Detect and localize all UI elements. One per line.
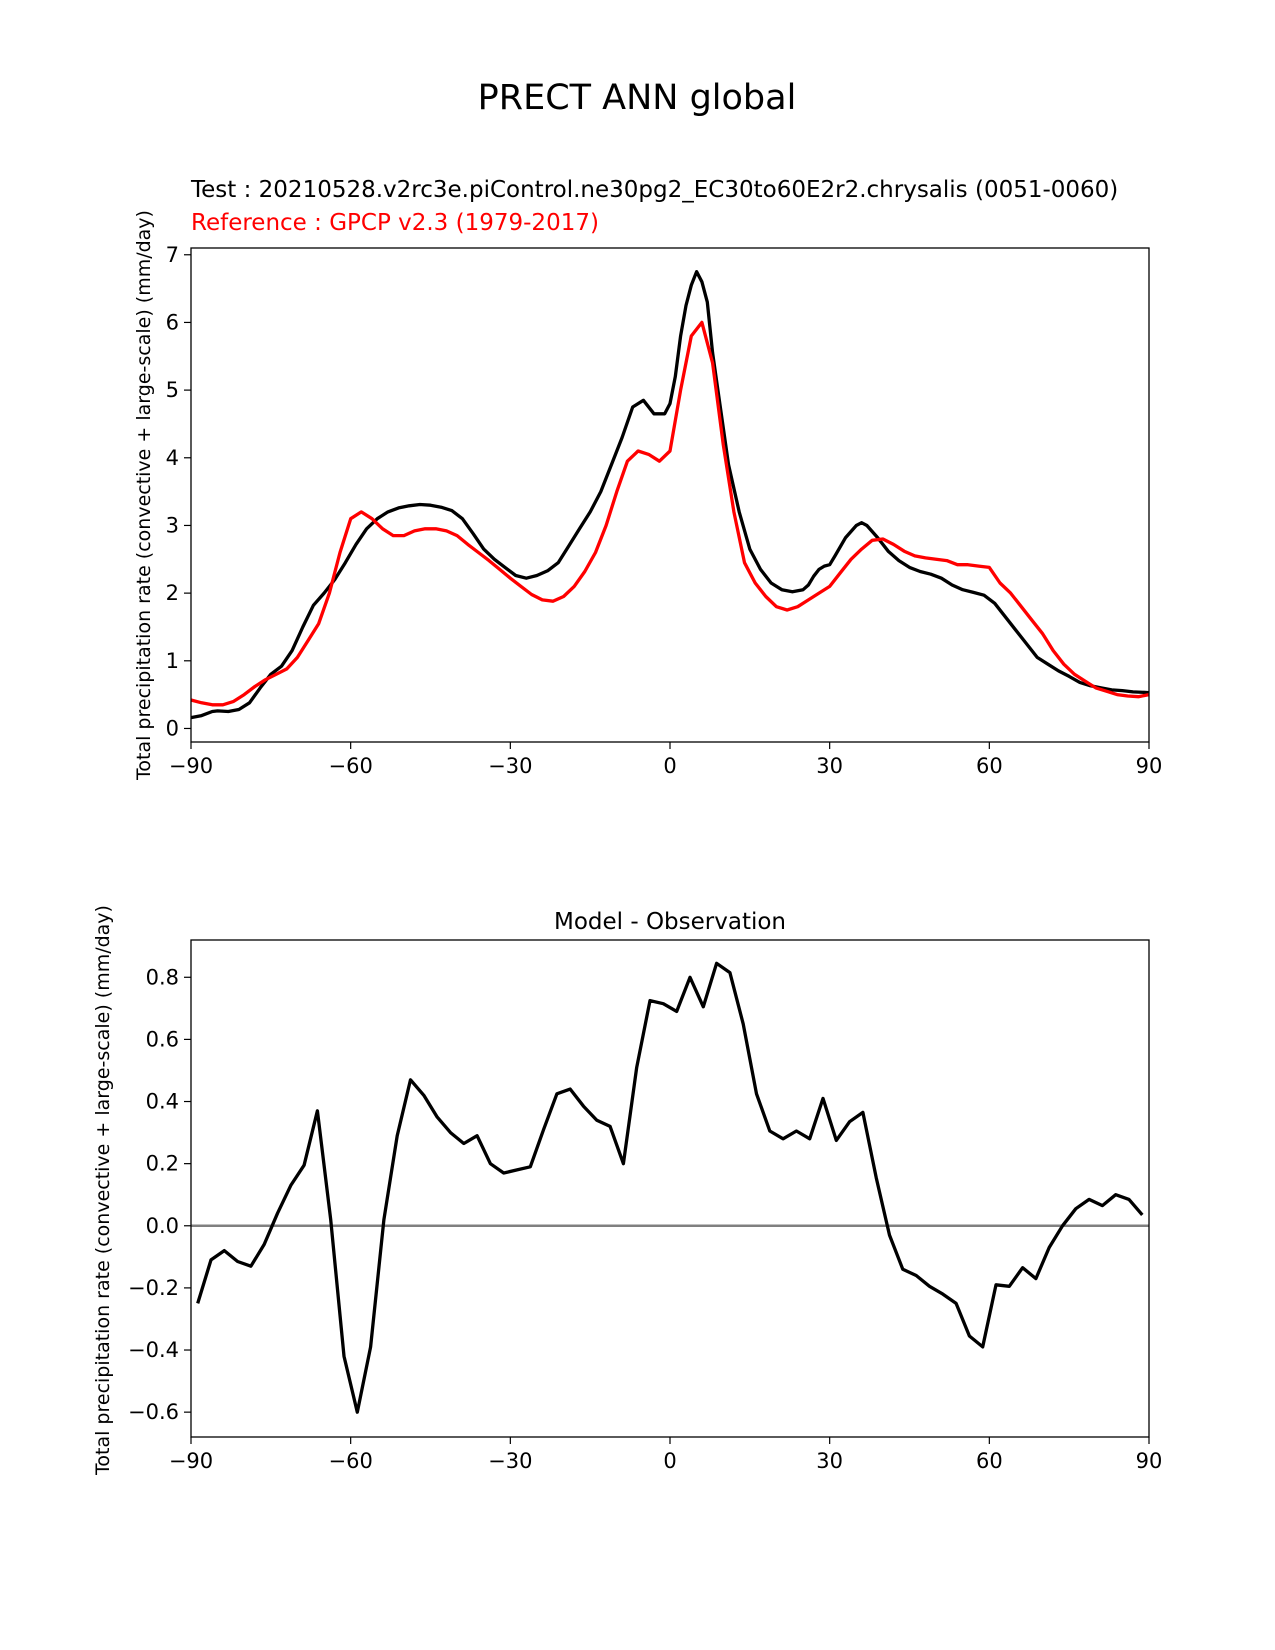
bottom-y-tick-label: 0.0 bbox=[146, 1214, 179, 1238]
bottom-panel-title: Model - Observation bbox=[554, 909, 786, 935]
bottom-x-tick-label: 90 bbox=[1136, 1449, 1163, 1473]
top-y-tick-label: 4 bbox=[166, 446, 179, 470]
bottom-y-tick-label: −0.2 bbox=[128, 1276, 179, 1300]
bottom-x-tick-label: −90 bbox=[169, 1449, 213, 1473]
bottom-series-model-observation bbox=[196, 961, 1144, 1414]
bottom-series-lines bbox=[191, 961, 1149, 1414]
top-x-tick-label: 60 bbox=[976, 754, 1003, 778]
top-x-tick-label: 90 bbox=[1136, 754, 1163, 778]
bottom-panel-difference: Model - Observation Total precipitation … bbox=[92, 905, 1162, 1476]
bottom-y-axis-label: Total precipitation rate (convective + l… bbox=[92, 905, 114, 1476]
figure-title: PRECT ANN global bbox=[478, 78, 797, 118]
top-x-tick-label: −60 bbox=[329, 754, 373, 778]
bottom-y-tick-label: −0.4 bbox=[128, 1338, 179, 1362]
top-axis-ticks: −90 −60 −30 0 30 60 90 0 1 2 3 4 5 6 7 bbox=[166, 243, 1163, 778]
top-y-tick-label: 6 bbox=[166, 310, 179, 334]
test-label: Test : 20210528.v2rc3e.piControl.ne30pg2… bbox=[190, 177, 1118, 203]
bottom-axis-ticks: −90 −60 −30 0 30 60 90 −0.6 −0.4 −0.2 0.0 0.2 0.4 0.6… bbox=[128, 965, 1162, 1473]
top-series-lines bbox=[190, 270, 1150, 720]
bottom-y-tick-label: 0.4 bbox=[146, 1090, 179, 1114]
top-plot-frame bbox=[190, 247, 1150, 743]
top-y-tick-label: 2 bbox=[166, 581, 179, 605]
bottom-y-tick-label: −0.6 bbox=[128, 1400, 179, 1424]
bottom-x-tick-label: −30 bbox=[488, 1449, 532, 1473]
top-x-tick-label: 30 bbox=[816, 754, 843, 778]
bottom-y-tick-label: 0.8 bbox=[146, 965, 179, 989]
top-y-tick-label: 1 bbox=[166, 649, 179, 673]
reference-label: Reference : GPCP v2.3 (1979-2017) bbox=[191, 210, 599, 236]
bottom-y-tick-label: 0.6 bbox=[146, 1027, 179, 1051]
top-y-tick-label: 0 bbox=[166, 716, 179, 740]
top-x-tick-label: −30 bbox=[488, 754, 532, 778]
top-y-axis-label: Total precipitation rate (convective + l… bbox=[133, 210, 155, 781]
top-series-reference bbox=[190, 320, 1150, 707]
bottom-x-tick-label: −60 bbox=[329, 1449, 373, 1473]
top-series-test bbox=[190, 270, 1150, 720]
bottom-y-tick-label: 0.2 bbox=[146, 1152, 179, 1176]
bottom-x-tick-label: 30 bbox=[816, 1449, 843, 1473]
top-x-tick-label: −90 bbox=[169, 754, 213, 778]
top-x-tick-label: 0 bbox=[663, 754, 676, 778]
top-y-tick-label: 3 bbox=[166, 513, 179, 537]
top-panel-latitude-profile: Test : 20210528.v2rc3e.piControl.ne30pg2… bbox=[133, 177, 1162, 781]
bottom-plot-frame bbox=[190, 939, 1150, 1438]
top-y-tick-label: 7 bbox=[166, 243, 179, 267]
bottom-x-tick-label: 60 bbox=[976, 1449, 1003, 1473]
bottom-x-tick-label: 0 bbox=[663, 1449, 676, 1473]
top-y-tick-label: 5 bbox=[166, 378, 179, 402]
